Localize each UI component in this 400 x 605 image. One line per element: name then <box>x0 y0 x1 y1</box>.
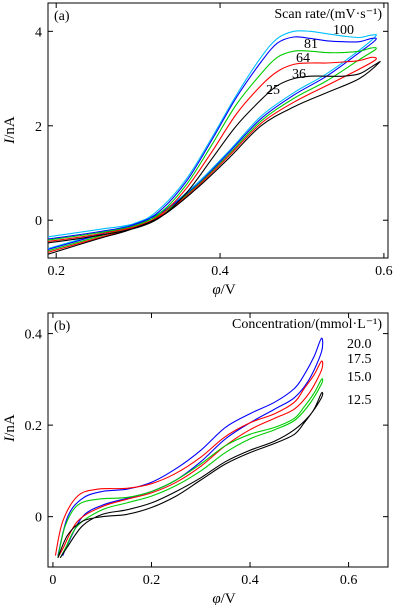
panel-b: 0 0.2 0.4 0.6 0 0.2 0.4 (b) Concentration/(mmol·… <box>2 312 389 605</box>
series-line-15.0 <box>57 378 324 559</box>
y-tick-label: 0 <box>35 511 42 526</box>
series-label-100: 100 <box>333 23 354 38</box>
x-tick-label: 0 <box>49 573 56 588</box>
plot-frame <box>47 312 389 568</box>
x-axis-label: φ/V <box>212 591 235 605</box>
series-line-17.5 <box>54 360 324 559</box>
x-axis-label-unit: /V <box>221 282 236 298</box>
x-tick-label: 0.4 <box>211 264 229 279</box>
y-axis-label-unit: /nA <box>2 414 18 437</box>
y-axis-label-var: I <box>2 138 18 145</box>
series-label-20.0: 20.0 <box>347 337 372 352</box>
y-tick-label: 0.4 <box>25 328 43 343</box>
series-label-15.0: 15.0 <box>347 370 372 385</box>
series-label-81: 81 <box>304 37 318 52</box>
series-line-81 <box>48 36 377 251</box>
series-line-64 <box>48 47 377 252</box>
x-axis-label: φ/V <box>212 282 235 298</box>
series-label-17.5: 17.5 <box>347 352 372 367</box>
y-tick-label: 0 <box>35 214 42 229</box>
y-tick-label: 4 <box>35 25 42 40</box>
series-label-36: 36 <box>292 67 306 82</box>
series-label-64: 64 <box>296 51 310 66</box>
x-tick-label: 0.2 <box>143 573 161 588</box>
panel-tag: (a) <box>54 9 70 24</box>
x-tick-label: 0.2 <box>47 264 65 279</box>
series-line-36 <box>48 56 377 253</box>
plot-frame <box>47 2 389 259</box>
series-label-12.5: 12.5 <box>347 393 372 408</box>
y-tick-label: 2 <box>35 120 42 135</box>
series-line-25 <box>48 61 381 255</box>
series-line-12.5 <box>57 391 324 559</box>
series-label-25: 25 <box>266 83 280 98</box>
legend-title: Concentration/(mmol·L⁻¹) <box>232 317 382 332</box>
legend-title: Scan rate/(mV·s⁻¹) <box>274 7 382 22</box>
y-axis-label: I/nA <box>2 116 18 145</box>
x-tick-label: 0.6 <box>375 264 393 279</box>
series-line-100 <box>48 30 377 250</box>
x-axis-label-var: φ <box>212 591 220 605</box>
series-line-20.0 <box>57 337 324 556</box>
x-axis-label-unit: /V <box>221 591 236 605</box>
y-tick-label: 0.2 <box>25 419 43 434</box>
x-axis-label-var: φ <box>212 282 220 298</box>
y-axis-label-var: I <box>2 436 18 443</box>
x-tick-label: 0.4 <box>241 573 259 588</box>
panel-a: 0.2 0.4 0.6 0 2 4 (a) Scan rate/(mV·s⁻¹) φ/V I/nA… <box>2 2 393 298</box>
x-tick-label: 0.6 <box>340 573 358 588</box>
panel-tag: (b) <box>54 319 71 334</box>
y-axis-label-unit: /nA <box>2 116 18 139</box>
y-axis-label: I/nA <box>2 414 18 443</box>
